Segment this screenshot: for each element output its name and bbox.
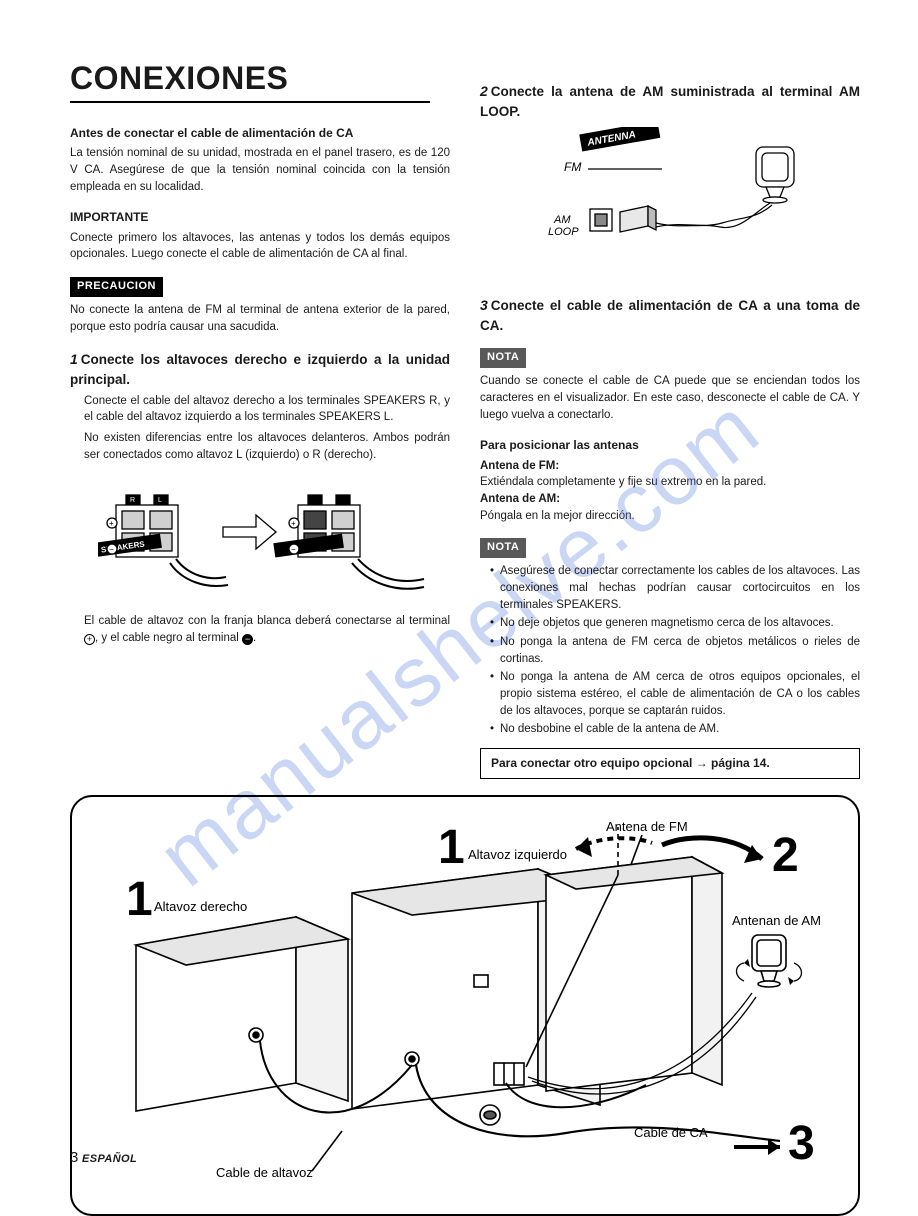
svg-text:L: L	[158, 497, 162, 504]
step3-number: 3	[480, 297, 488, 313]
svg-text:Antenan de AM: Antenan de AM	[732, 913, 821, 928]
svg-text:3: 3	[788, 1117, 815, 1170]
importante-heading: IMPORTANTE	[70, 209, 450, 226]
step1-body: Conecte el cable del altavoz derecho a l…	[70, 393, 450, 647]
two-column-layout: Antes de conectar el cable de alimentaci…	[70, 125, 868, 779]
svg-text:Cable de altavoz: Cable de altavoz	[216, 1165, 313, 1180]
precaucion-body: No conecte la antena de FM al terminal d…	[70, 302, 450, 335]
svg-text:+: +	[291, 519, 296, 528]
speaker-terminal-diagram: R L SPEAKERS + −	[98, 477, 428, 597]
step1-number: 1	[70, 351, 78, 367]
step1-caption: El cable de altavoz con la franja blanca…	[84, 613, 450, 646]
list-item: No ponga la antena de AM cerca de otros …	[490, 669, 860, 719]
precaucion-badge: PRECAUCION	[70, 277, 163, 297]
list-item: Asegúrese de conectar correctamente los …	[490, 563, 860, 613]
svg-text:−: −	[291, 545, 296, 554]
svg-text:R: R	[130, 497, 135, 504]
step1-title: Conecte los altavoces derecho e izquierd…	[70, 352, 450, 387]
step1-text2: No existen diferencias entre los altavoc…	[84, 430, 450, 463]
svg-text:LOOP: LOOP	[548, 226, 579, 238]
list-item: No deje objetos que generen magnetismo c…	[490, 615, 860, 632]
list-item: No desbobine el cable de la antena de AM…	[490, 721, 860, 738]
svg-text:1: 1	[438, 821, 465, 874]
svg-text:FM: FM	[564, 160, 581, 174]
nota1-body: Cuando se conecte el cable de CA puede q…	[480, 373, 860, 423]
nota1-badge: NOTA	[480, 348, 526, 368]
fm-antenna-body: Extiéndala completamente y fije su extre…	[480, 474, 860, 491]
positioning-heading: Para posicionar las antenas	[480, 437, 860, 454]
intro-body: La tensión nominal de su unidad, mostrad…	[70, 145, 450, 195]
step1-heading: 1Conecte los altavoces derecho e izquier…	[70, 349, 450, 389]
main-connection-diagram: 1 Altavoz derecho 1 Altavoz izquierdo 2 …	[70, 795, 860, 1216]
svg-text:2: 2	[772, 829, 799, 882]
language-label: ESPAÑOL	[82, 1153, 137, 1165]
svg-text:Altavoz derecho: Altavoz derecho	[154, 899, 247, 914]
importante-body: Conecte primero los altavoces, las anten…	[70, 230, 450, 263]
step1-text1: Conecte el cable del altavoz derecho a l…	[84, 393, 450, 426]
svg-text:+: +	[109, 519, 114, 528]
list-item: No ponga la antena de FM cerca de objeto…	[490, 634, 860, 667]
svg-text:1: 1	[126, 873, 153, 926]
nota2-badge: NOTA	[480, 538, 526, 558]
step2-heading: 2Conecte la antena de AM suministrada al…	[480, 81, 860, 121]
svg-text:Cable de CA: Cable de CA	[634, 1125, 708, 1140]
step3-title: Conecte el cable de alimentación de CA a…	[480, 298, 860, 333]
svg-text:−: −	[109, 545, 114, 554]
notes-list: Asegúrese de conectar correctamente los …	[480, 563, 860, 738]
minus-icon: −	[242, 634, 253, 645]
page-title: CONEXIONES	[70, 60, 430, 103]
left-column: Antes de conectar el cable de alimentaci…	[70, 125, 450, 779]
am-antenna-body: Póngala en la mejor dirección.	[480, 508, 860, 525]
am-antenna-label: Antena de AM:	[480, 493, 560, 505]
antenna-diagram: ANTENNA FM AM LOOP	[520, 127, 820, 277]
optional-equipment-box: Para conectar otro equipo opcional → pág…	[480, 748, 860, 779]
step2-title: Conecte la antena de AM suministrada al …	[480, 84, 860, 119]
svg-text:Altavoz izquierdo: Altavoz izquierdo	[468, 847, 567, 862]
intro-heading: Antes de conectar el cable de alimentaci…	[70, 125, 450, 142]
page-footer: 3 ESPAÑOL	[70, 1149, 137, 1166]
right-column: 2Conecte la antena de AM suministrada al…	[480, 125, 860, 779]
step2-number: 2	[480, 83, 488, 99]
step3-heading: 3Conecte el cable de alimentación de CA …	[480, 295, 860, 335]
plus-icon: +	[84, 634, 95, 645]
svg-text:AM: AM	[553, 214, 571, 226]
svg-text:Antena de FM: Antena de FM	[606, 819, 688, 834]
page-number: 3	[70, 1149, 78, 1166]
fm-antenna-label: Antena de FM:	[480, 460, 559, 472]
